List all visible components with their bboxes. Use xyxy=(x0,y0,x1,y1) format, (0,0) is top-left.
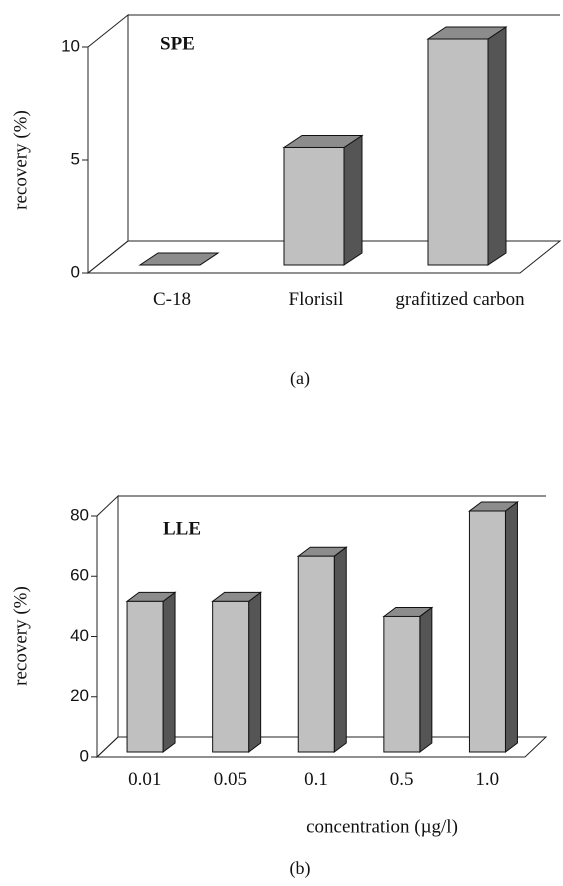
bar-side xyxy=(504,501,518,753)
bar-side xyxy=(248,591,262,753)
x-tick-label: C-18 xyxy=(153,289,191,310)
caption: (b) xyxy=(290,858,311,879)
y-tick-label: 60 xyxy=(70,566,89,585)
x-tick-label: 1.0 xyxy=(475,769,500,790)
bar xyxy=(427,38,489,266)
bar-side xyxy=(487,26,507,266)
y-tick-label: 0 xyxy=(71,262,80,281)
floor xyxy=(86,240,562,274)
floor xyxy=(95,736,548,758)
y-tick-label: 20 xyxy=(70,686,89,705)
x-tick-label: grafitized carbon xyxy=(395,289,525,310)
y-tick-label: 40 xyxy=(70,626,89,645)
y-axis-label: recovery (%) xyxy=(10,110,31,210)
bar-side xyxy=(333,546,347,753)
chart-title: SPE xyxy=(160,33,195,54)
side-wall xyxy=(96,494,119,759)
y-tick-label: 0 xyxy=(80,746,89,765)
y-tick-label: 10 xyxy=(61,36,80,55)
y-axis-label: recovery (%) xyxy=(10,586,31,686)
bar-side xyxy=(343,134,363,266)
bar-side xyxy=(162,591,176,753)
x-tick-label: Florisil xyxy=(288,289,344,310)
x-tick-label: 0.01 xyxy=(128,769,162,790)
bar xyxy=(468,510,506,753)
bar xyxy=(283,146,345,266)
y-tick-label: 5 xyxy=(71,149,80,168)
bar xyxy=(126,600,164,753)
bar xyxy=(212,600,250,753)
x-tick-label: 0.5 xyxy=(389,769,414,790)
bar xyxy=(297,555,335,753)
bar-side xyxy=(419,606,433,753)
x-tick-label: 0.1 xyxy=(304,769,328,790)
bar xyxy=(383,615,421,753)
bar-top xyxy=(138,252,220,266)
x-axis-label: concentration (µg/l) xyxy=(306,816,458,837)
caption: (a) xyxy=(290,368,310,389)
side-wall xyxy=(87,13,129,275)
y-tick-label: 80 xyxy=(70,505,89,524)
chart-title: LLE xyxy=(163,518,201,539)
x-tick-label: 0.05 xyxy=(213,769,248,790)
